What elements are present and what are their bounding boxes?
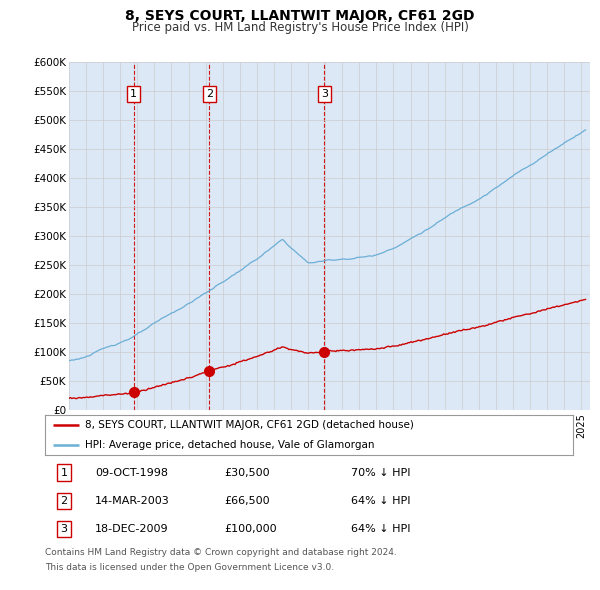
Text: 8, SEYS COURT, LLANTWIT MAJOR, CF61 2GD (detached house): 8, SEYS COURT, LLANTWIT MAJOR, CF61 2GD … [85, 421, 413, 430]
Text: £66,500: £66,500 [224, 496, 270, 506]
Text: 64% ↓ HPI: 64% ↓ HPI [351, 496, 411, 506]
Text: 1: 1 [61, 468, 68, 477]
Text: 3: 3 [61, 525, 68, 534]
Text: Contains HM Land Registry data © Crown copyright and database right 2024.: Contains HM Land Registry data © Crown c… [45, 548, 397, 557]
Text: HPI: Average price, detached house, Vale of Glamorgan: HPI: Average price, detached house, Vale… [85, 441, 374, 450]
Text: 1: 1 [130, 89, 137, 99]
Text: 8, SEYS COURT, LLANTWIT MAJOR, CF61 2GD: 8, SEYS COURT, LLANTWIT MAJOR, CF61 2GD [125, 9, 475, 23]
Text: 2: 2 [61, 496, 68, 506]
Text: 2: 2 [206, 89, 213, 99]
Text: 14-MAR-2003: 14-MAR-2003 [95, 496, 170, 506]
Text: This data is licensed under the Open Government Licence v3.0.: This data is licensed under the Open Gov… [45, 563, 334, 572]
Text: 3: 3 [321, 89, 328, 99]
Text: 18-DEC-2009: 18-DEC-2009 [95, 525, 169, 534]
Text: £100,000: £100,000 [224, 525, 277, 534]
Text: 09-OCT-1998: 09-OCT-1998 [95, 468, 168, 477]
Text: 64% ↓ HPI: 64% ↓ HPI [351, 525, 411, 534]
Text: Price paid vs. HM Land Registry's House Price Index (HPI): Price paid vs. HM Land Registry's House … [131, 21, 469, 34]
Text: £30,500: £30,500 [224, 468, 270, 477]
Text: 70% ↓ HPI: 70% ↓ HPI [351, 468, 411, 477]
